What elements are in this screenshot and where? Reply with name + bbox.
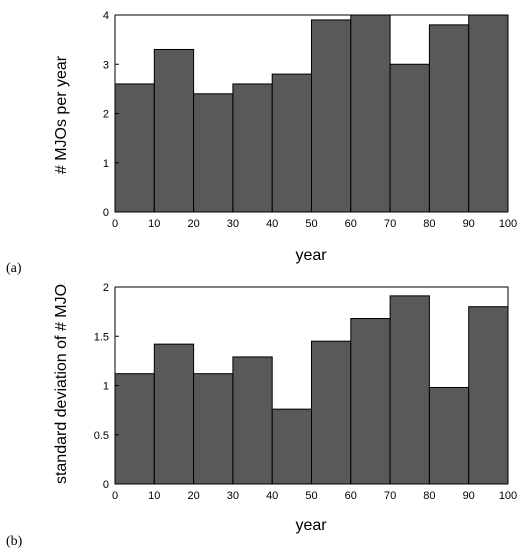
- x-tick-label-b-6: 60: [345, 490, 357, 502]
- x-tick-label-a-8: 80: [423, 218, 435, 230]
- bar-b-2: [193, 373, 234, 485]
- x-tick-label-b-8: 80: [423, 490, 435, 502]
- bar-a-8: [428, 24, 470, 213]
- bar-a-0: [114, 83, 155, 213]
- x-tick-label-b-5: 50: [305, 490, 317, 502]
- bar-a-1: [153, 48, 195, 213]
- x-tick-label-b-2: 20: [187, 490, 199, 502]
- bar-a-5: [311, 19, 352, 213]
- bar-b-7: [389, 295, 430, 485]
- x-tick-label-b-9: 90: [463, 490, 475, 502]
- x-tick-label-a-5: 50: [305, 218, 317, 230]
- panel-label-b: (b): [6, 534, 23, 549]
- y-tick-label-a-2: 2: [103, 109, 109, 121]
- y-tick-label-b-0: 0: [103, 479, 109, 491]
- y-tick-label-b-1: 0.5: [94, 430, 109, 442]
- bar-b-6: [350, 318, 391, 485]
- x-tick-label-b-7: 70: [384, 490, 396, 502]
- y-tick-label-a-0: 0: [103, 207, 109, 219]
- bar-b-0: [114, 373, 155, 485]
- bar-a-6: [350, 14, 391, 213]
- x-tick-label-a-1: 10: [148, 218, 160, 230]
- x-tick-label-a-2: 20: [187, 218, 199, 230]
- y-tick-label-a-1: 1: [103, 158, 109, 170]
- y-tick-label-b-2: 1: [103, 381, 109, 393]
- x-tick-label-b-0: 0: [112, 490, 118, 502]
- y-axis-label-a: # MJOs per year: [53, 55, 70, 174]
- x-tick-label-a-4: 40: [266, 218, 278, 230]
- bar-b-5: [311, 340, 352, 485]
- y-tick-label-b-3: 1.5: [94, 331, 109, 343]
- y-axis-label-b: standard deviation of # MJOs: [53, 276, 70, 484]
- chart-panel-b: (b) year standard deviation of # MJOs 0 1…: [6, 276, 517, 549]
- bar-b-4: [271, 408, 313, 485]
- x-tick-label-a-7: 70: [384, 218, 396, 230]
- bar-a-3: [232, 83, 273, 213]
- bar-a-2: [193, 93, 234, 213]
- x-tick-label-b-3: 30: [227, 490, 239, 502]
- bar-b-3: [232, 356, 273, 485]
- y-tick-label-a-4: 4: [103, 10, 109, 22]
- bar-b-1: [153, 343, 195, 485]
- y-tick-label-b-4: 2: [103, 282, 109, 294]
- x-axis-label-a: year: [295, 247, 327, 264]
- bar-b-9: [468, 306, 509, 485]
- bar-a-4: [271, 73, 313, 213]
- x-tick-label-b-1: 10: [148, 490, 160, 502]
- panel-label-a: (a): [6, 261, 22, 276]
- bar-b-8: [428, 386, 470, 485]
- bar-a-7: [389, 63, 430, 213]
- chart-panel-a: (a) year # MJOs per year 0 10 20 30 40 50 60 70…: [6, 10, 517, 276]
- x-tick-label-a-9: 90: [463, 218, 475, 230]
- x-tick-label-a-3: 30: [227, 218, 239, 230]
- y-tick-label-a-3: 3: [103, 59, 109, 71]
- bar-a-9: [468, 14, 509, 213]
- x-tick-label-a-0: 0: [112, 218, 118, 230]
- x-tick-label-a-10: 100: [499, 218, 517, 230]
- x-tick-label-a-6: 60: [345, 218, 357, 230]
- x-tick-label-b-4: 40: [266, 490, 278, 502]
- x-axis-label-b: year: [295, 517, 327, 534]
- x-tick-label-b-10: 100: [499, 490, 517, 502]
